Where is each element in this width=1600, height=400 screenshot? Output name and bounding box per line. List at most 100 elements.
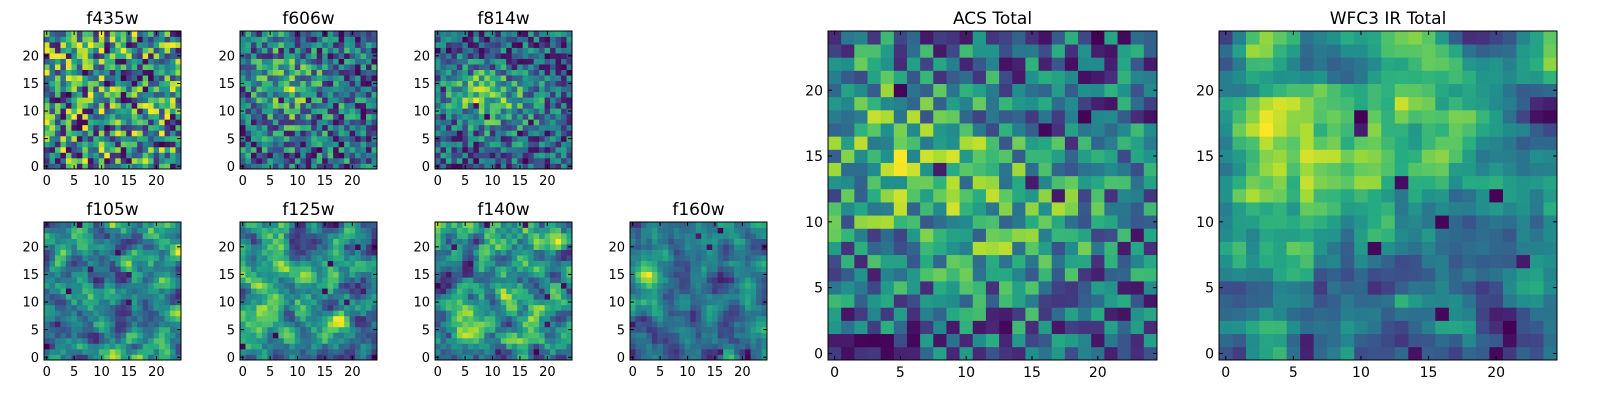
heatmap-cell <box>1143 228 1158 242</box>
heatmap-cell <box>555 348 562 355</box>
heatmap-cell <box>734 332 740 339</box>
heatmap-cell <box>555 343 562 350</box>
heatmap-cell <box>256 80 263 87</box>
heatmap-cell <box>756 354 762 361</box>
y-tick-label: 15 <box>218 77 235 92</box>
heatmap-cell <box>316 227 323 234</box>
heatmap-cell <box>327 69 334 76</box>
heatmap-cell <box>651 266 658 273</box>
heatmap-cell <box>44 343 50 350</box>
heatmap-cell <box>60 293 67 300</box>
heatmap-cell <box>528 354 534 361</box>
heatmap-cell <box>533 31 540 37</box>
heatmap-cell <box>316 130 323 137</box>
heatmap-cell <box>87 124 94 131</box>
heatmap-cell <box>322 337 329 344</box>
heatmap-cell <box>60 260 67 267</box>
heatmap-cell <box>311 343 318 350</box>
heatmap-cell <box>355 64 361 70</box>
heatmap-cell <box>104 80 111 87</box>
heatmap-cell <box>344 69 350 76</box>
heatmap-cell <box>338 288 345 295</box>
heatmap-cell <box>539 75 545 82</box>
heatmap-cell <box>495 108 502 115</box>
heatmap-cell <box>294 233 301 239</box>
heatmap-cell <box>300 299 307 306</box>
heatmap-cell <box>445 157 452 164</box>
heatmap-cell <box>451 42 458 48</box>
heatmap-cell <box>539 321 545 328</box>
heatmap-cell <box>60 233 67 239</box>
heatmap-cell <box>723 222 729 228</box>
heatmap-cell <box>98 238 105 245</box>
heatmap-cell <box>344 266 350 273</box>
heatmap-cell <box>109 249 116 256</box>
heatmap-cell <box>120 135 127 142</box>
heatmap-cell <box>355 146 361 153</box>
heatmap-cell <box>175 249 182 256</box>
y-tick-label: 5 <box>227 132 235 147</box>
heatmap-cell <box>76 238 83 245</box>
x-tick-label: 10 <box>484 174 501 189</box>
heatmap-cell <box>854 202 868 216</box>
heatmap-cell <box>867 202 881 216</box>
heatmap-cell <box>98 141 105 148</box>
heatmap-cell <box>44 36 50 43</box>
heatmap-cell <box>148 310 154 317</box>
heatmap-cell <box>1025 307 1039 321</box>
heatmap-cell <box>170 108 176 115</box>
heatmap-cell <box>462 271 469 278</box>
heatmap-cell <box>906 320 921 335</box>
heatmap-cell <box>316 343 323 350</box>
heatmap-cell <box>333 238 339 245</box>
heatmap-cell <box>467 64 474 70</box>
heatmap-cell <box>294 255 301 261</box>
heatmap-cell <box>668 288 675 295</box>
heatmap-cell <box>245 80 252 87</box>
heatmap-cell <box>355 310 361 317</box>
heatmap-cell <box>115 64 122 70</box>
heatmap-cell <box>250 157 257 164</box>
heatmap-cell <box>256 332 263 339</box>
heatmap-cell <box>120 141 127 148</box>
heatmap-cell <box>170 157 176 164</box>
heatmap-cell <box>478 321 485 328</box>
heatmap-cell <box>148 36 154 43</box>
heatmap-cell <box>1025 175 1039 190</box>
heatmap-cell <box>159 58 165 65</box>
heatmap-cell <box>250 260 257 267</box>
heatmap-cell <box>555 244 562 250</box>
heatmap-cell <box>272 227 279 234</box>
heatmap-cell <box>706 233 713 239</box>
heatmap-cell <box>555 354 562 361</box>
heatmap-cell <box>44 288 50 295</box>
heatmap-cell <box>87 299 94 306</box>
heatmap-cell <box>170 42 176 48</box>
heatmap-cell <box>985 307 1000 321</box>
heatmap-cell <box>366 108 372 115</box>
heatmap-cell <box>555 238 562 245</box>
heatmap-cell <box>651 310 658 317</box>
heatmap-cell <box>745 233 751 239</box>
heatmap-cell <box>435 69 441 76</box>
heatmap-cell <box>316 119 323 126</box>
heatmap-cell <box>93 348 100 355</box>
heatmap-cell <box>500 337 507 344</box>
heatmap-cell <box>451 222 458 228</box>
heatmap-cell <box>651 249 658 256</box>
heatmap-cell <box>440 152 447 159</box>
heatmap-cell <box>478 238 485 245</box>
heatmap-cell <box>164 315 171 322</box>
heatmap-cell <box>338 332 345 339</box>
heatmap-cell <box>684 343 691 350</box>
heatmap-cell <box>316 260 323 267</box>
heatmap-cell <box>148 75 154 82</box>
heatmap-cell <box>544 348 551 355</box>
heatmap-cell <box>566 58 573 65</box>
heatmap-cell <box>745 282 751 289</box>
heatmap-cell <box>1051 346 1066 361</box>
heatmap-cell <box>333 102 339 109</box>
heatmap-cell <box>267 86 274 93</box>
heatmap-cell <box>360 244 367 250</box>
heatmap-cell <box>65 113 72 120</box>
